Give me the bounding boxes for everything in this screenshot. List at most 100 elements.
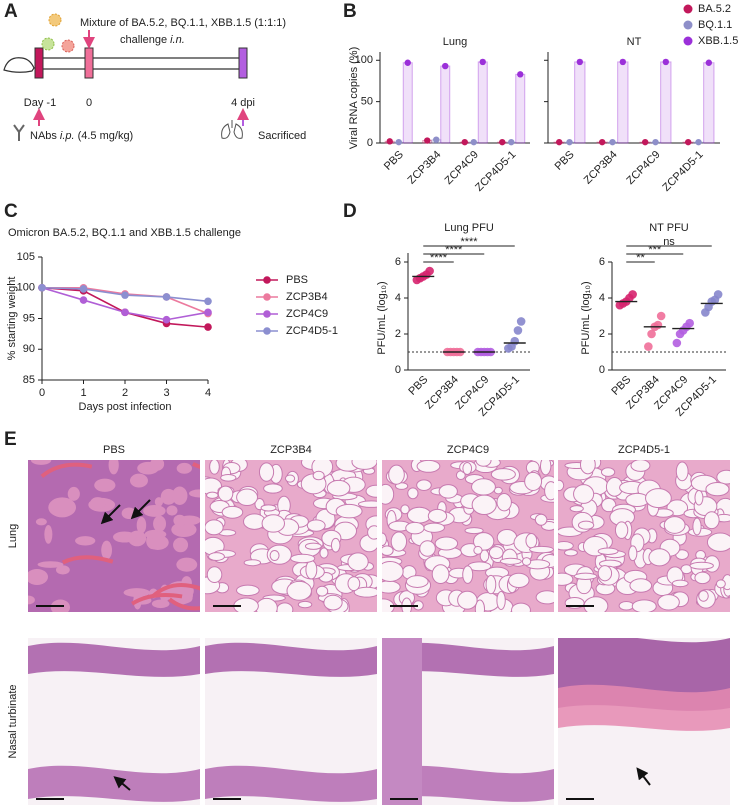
epithelium: [382, 642, 554, 677]
alveolus: [692, 517, 702, 536]
alveolus: [703, 511, 720, 530]
bar: [402, 62, 413, 144]
annotation-arrow: [100, 504, 121, 525]
alveolus: [529, 545, 554, 554]
tissue-cluster: [173, 537, 189, 553]
tissue-cluster: [151, 599, 170, 609]
legend-label: ZCP4D5-1: [286, 325, 338, 337]
y-tick-label: 100: [17, 282, 35, 294]
tissue-cluster: [176, 462, 192, 474]
tissue-cluster: [90, 497, 106, 510]
alveolus: [614, 521, 629, 539]
alveolus: [464, 527, 484, 535]
tissue-cluster: [75, 536, 96, 546]
mean-point: [508, 138, 515, 146]
y-axis-label: Viral RNA copies (%): [348, 47, 360, 150]
alveolus: [657, 594, 680, 611]
point: [204, 297, 212, 306]
vessel: [168, 597, 200, 611]
epithelium: [558, 684, 730, 731]
tissue-cluster: [113, 531, 137, 543]
significance-label: ****: [430, 252, 448, 264]
alveolus: [496, 590, 506, 610]
mean-point: [461, 138, 468, 146]
virus-icon: [61, 39, 75, 53]
tissue-cluster: [94, 478, 116, 492]
x-tick-label: PBS: [609, 374, 633, 398]
alveolus: [335, 503, 363, 519]
tissue-cluster: [154, 497, 164, 507]
tissue-cluster: [144, 529, 167, 540]
tissue-cluster: [121, 507, 137, 520]
alveolus: [597, 547, 619, 555]
alveolus: [323, 594, 343, 611]
tissue-cluster: [50, 599, 71, 612]
mean-point: [517, 71, 524, 78]
alveolus: [365, 484, 377, 498]
tissue-cluster: [28, 568, 49, 585]
tissue-cluster: [30, 460, 52, 465]
alveolus: [544, 481, 554, 501]
tissue-cluster: [171, 486, 188, 506]
alveolus: [382, 561, 404, 582]
tissue-cluster: [176, 557, 198, 572]
tissue-cluster: [101, 540, 113, 560]
mean-point: [470, 138, 477, 146]
alveolus: [628, 545, 638, 562]
schematic-text: Day -1: [24, 97, 56, 109]
x-axis-label: Days post infection: [79, 401, 172, 413]
alveolus: [535, 590, 554, 605]
legend-marker: [683, 4, 693, 14]
alveolus: [671, 579, 689, 588]
mean-point: [695, 138, 702, 146]
legend-label: ZCP3B4: [286, 291, 328, 303]
vessel: [131, 593, 183, 606]
epithelium: [205, 642, 377, 677]
tissue-cluster: [189, 489, 200, 498]
alveolus: [297, 600, 313, 609]
y-tick-label: 4: [395, 292, 401, 304]
panel-letter: D: [343, 201, 357, 222]
alveolus: [524, 471, 543, 491]
alveolus: [471, 478, 496, 496]
alveolus: [306, 519, 326, 532]
mean-point: [662, 58, 670, 66]
legend-marker: [683, 20, 693, 30]
alveolus: [416, 460, 441, 473]
alveolus: [221, 505, 244, 519]
x-tick-label: PBS: [553, 149, 577, 173]
alveolus: [406, 506, 432, 524]
micrograph: [558, 638, 730, 805]
schematic-text: challenge i.n.: [120, 34, 185, 46]
alveolus: [423, 522, 445, 533]
panel-letter: E: [4, 429, 17, 450]
tissue-cluster: [67, 486, 80, 501]
epithelium: [205, 765, 377, 802]
point: [79, 285, 88, 293]
mean-point: [609, 138, 616, 146]
x-tick-label: ZCP4D5-1: [660, 149, 705, 194]
alveolus: [499, 557, 522, 565]
point: [644, 342, 653, 351]
x-tick-label: 2: [122, 387, 128, 399]
chart-title: Omicron BA.5.2, BQ.1.1 and XBB.1.5 chall…: [8, 227, 241, 239]
alveolus: [382, 545, 394, 556]
tissue-cluster: [153, 515, 167, 532]
row-label: Lung: [7, 524, 19, 548]
alveolus: [209, 460, 220, 475]
facet-title: NT: [627, 36, 642, 48]
y-axis-label: % starting weight: [6, 277, 18, 361]
micrograph: [28, 460, 200, 612]
timepoint: [84, 47, 94, 79]
legend-label: XBB.1.5: [698, 35, 738, 47]
alveolus: [573, 484, 595, 504]
alveolus: [260, 504, 277, 512]
y-tick-label: 50: [361, 96, 373, 108]
timepoint: [34, 47, 44, 79]
alveolus: [462, 565, 474, 584]
alveolus: [630, 460, 651, 472]
tissue-cluster: [130, 473, 148, 488]
alveolus: [558, 479, 565, 492]
alveolus: [330, 537, 341, 553]
alveolus: [220, 473, 237, 482]
